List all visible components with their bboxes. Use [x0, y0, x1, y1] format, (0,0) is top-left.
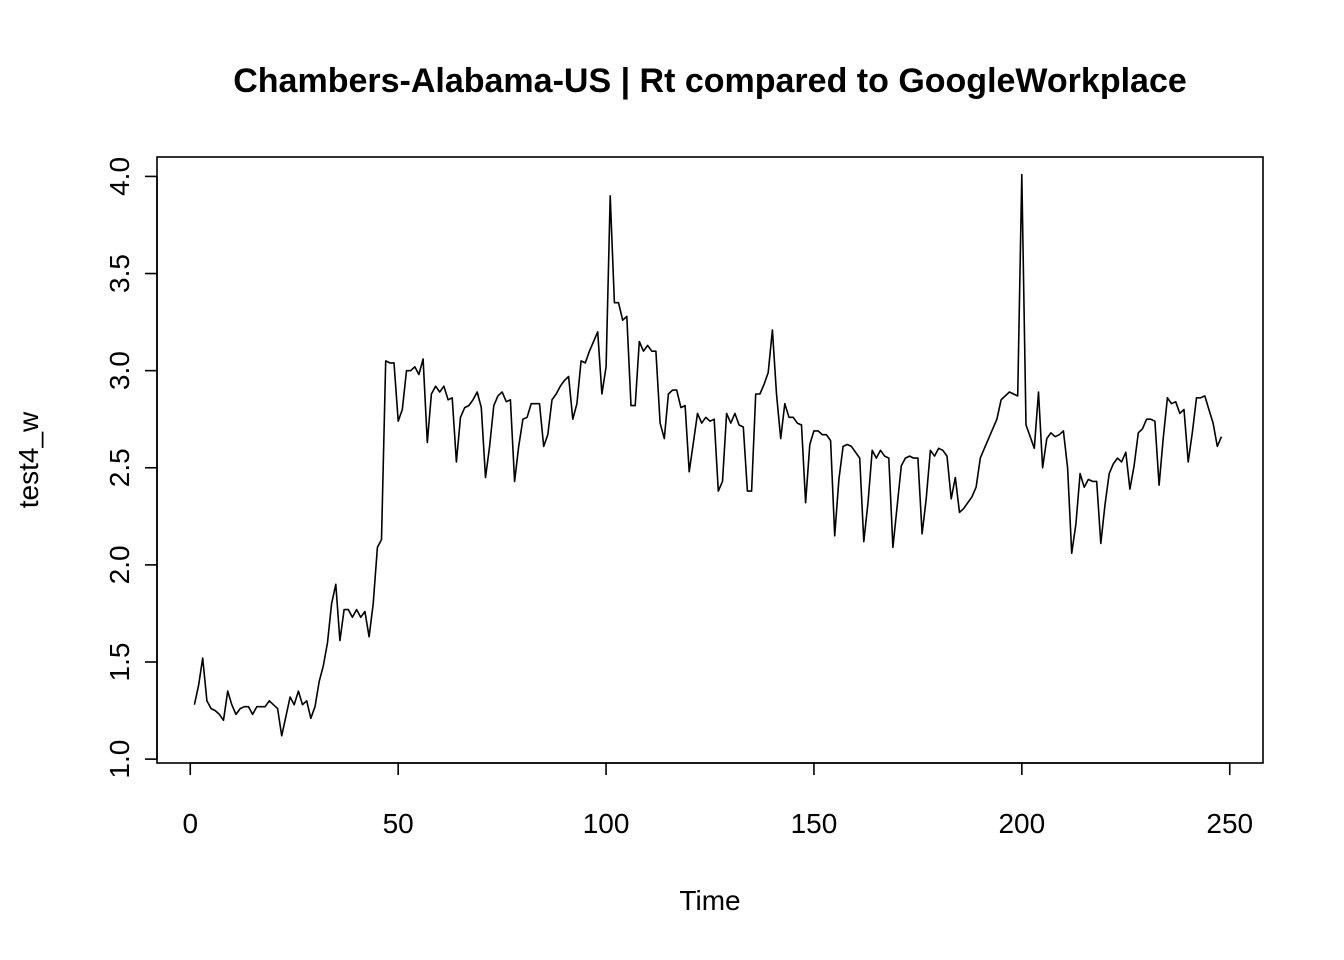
x-tick-label: 250	[1206, 808, 1253, 839]
x-axis: 0 50 100 150 200 250	[182, 762, 1253, 839]
plot-area-border	[156, 156, 1264, 764]
x-tick-label: 200	[998, 808, 1045, 839]
y-tick-label: 2.5	[104, 448, 135, 487]
x-tick-label: 0	[182, 808, 198, 839]
y-tick-label: 2.0	[104, 545, 135, 584]
x-tick-label: 150	[791, 808, 838, 839]
y-tick-label: 1.0	[104, 740, 135, 779]
x-axis-label: Time	[679, 885, 740, 916]
y-tick-label: 3.0	[104, 351, 135, 390]
y-axis-label: test4_w	[13, 411, 44, 508]
y-axis: 1.0 1.5 2.0 2.5 3.0 3.5 4.0	[104, 157, 158, 779]
x-tick-label: 100	[583, 808, 630, 839]
x-tick-label: 50	[383, 808, 414, 839]
series-line	[193, 173, 1223, 737]
chart-title: Chambers-Alabama-US | Rt compared to Goo…	[233, 62, 1187, 100]
y-tick-label: 4.0	[104, 157, 135, 196]
y-tick-label: 1.5	[104, 643, 135, 682]
y-tick-label: 3.5	[104, 254, 135, 293]
